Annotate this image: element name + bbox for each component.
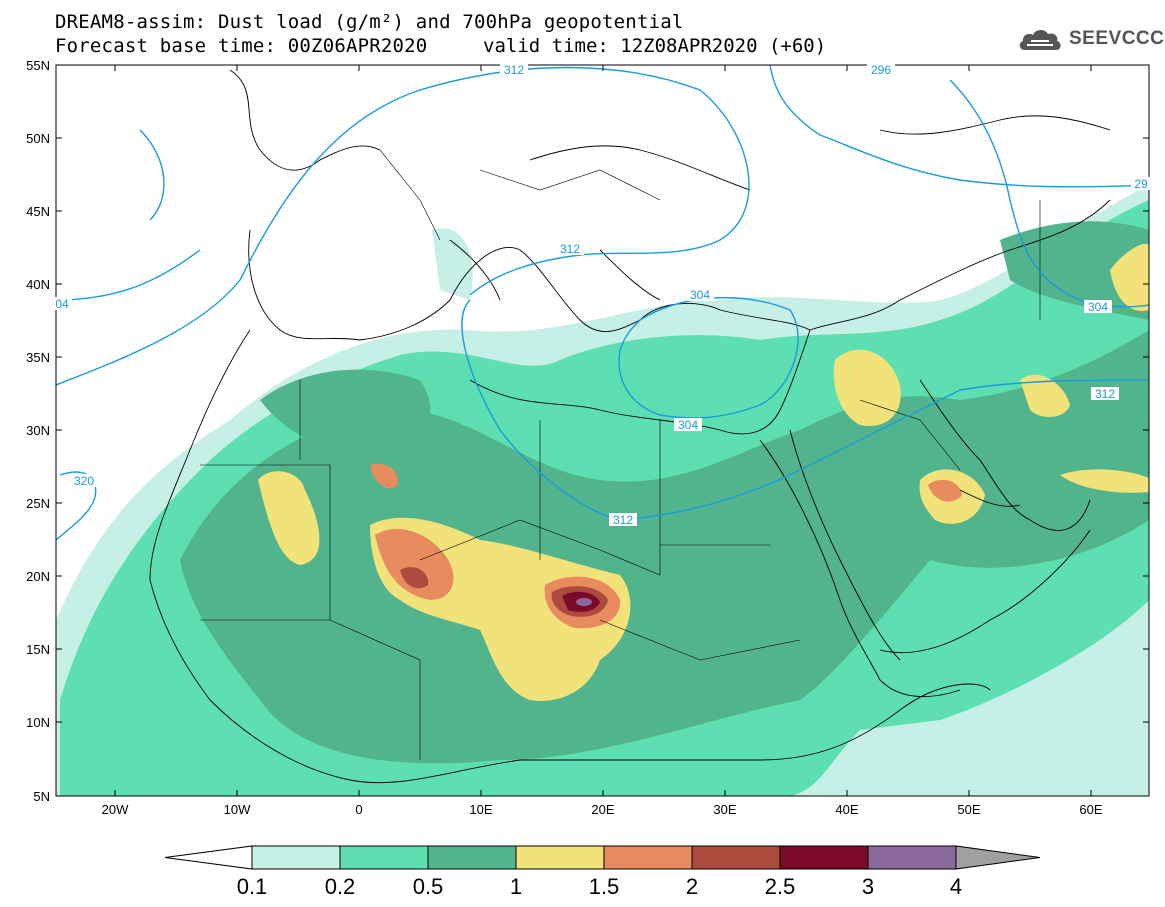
lat-label: 30N (26, 423, 50, 438)
contour-304 (56, 249, 201, 301)
colorbar-segment (251, 845, 341, 870)
contour-label-bg (1131, 177, 1151, 190)
contour-label-bg (70, 474, 98, 487)
contour-label-bg (867, 63, 895, 76)
lon-label: 20E (591, 802, 614, 817)
colorbar: 0.1 0.2 0.5 1 1.5 2 2.5 3 4 (164, 845, 1041, 899)
colorbar-label: 2.5 (765, 874, 796, 899)
contour-small-west (139, 129, 165, 221)
contour-label: 304 (690, 288, 710, 302)
contour-label: 312 (504, 63, 524, 77)
dust-band-yellow-east (1060, 469, 1149, 493)
contour-304-med (618, 297, 799, 419)
contour-label: 312 (560, 242, 580, 256)
colorbar-segment (515, 845, 605, 870)
lat-label: 10N (26, 715, 50, 730)
dust-band-light-med (432, 228, 473, 300)
colorbar-overflow (955, 845, 1041, 870)
contour-label: 296 (871, 63, 891, 77)
lat-label: 25N (26, 496, 50, 511)
colorbar-label: 1 (510, 874, 522, 899)
contour-label-bg (556, 242, 584, 255)
lon-label: 20W (102, 802, 129, 817)
latitude-axis: 55N 50N 45N 40N 35N 30N 25N 20N 15N 10N 5N (26, 58, 1149, 804)
contour-296 (769, 65, 1149, 188)
lon-label: 50E (957, 802, 980, 817)
forecast-base-time: Forecast base time: 00Z06APR2020 (55, 35, 428, 57)
contour-label-bg (1091, 387, 1119, 400)
lat-label: 15N (26, 642, 50, 657)
colorbar-label: 0.2 (325, 874, 356, 899)
lon-label: 0 (355, 802, 362, 817)
colorbar-underflow (164, 845, 253, 870)
colorbar-segment (603, 845, 693, 870)
colorbar-label: 4 (950, 874, 962, 899)
contour-label-bg (609, 513, 637, 526)
contour-label-bg (52, 297, 72, 310)
dust-band-yellow-iran (1020, 374, 1070, 417)
contour-label-bg (1084, 300, 1112, 313)
colorbar-label: 2 (686, 874, 698, 899)
colorbar-label: 0.5 (413, 874, 444, 899)
lon-label: 10W (224, 802, 251, 817)
colorbar-segment (427, 845, 517, 870)
contour-labels: 296 29 312 304 304 312 304 312 320 312 04 (52, 63, 1151, 527)
lon-label: 60E (1079, 802, 1102, 817)
seevccc-logo: SEEVCCC (1017, 25, 1164, 53)
colorbar-segment (779, 845, 869, 870)
contour-label: 304 (1088, 300, 1108, 314)
lat-label: 5N (33, 789, 50, 804)
lat-label: 55N (26, 58, 50, 73)
colorbar-label: 1.5 (589, 874, 620, 899)
lon-label: 30E (713, 802, 736, 817)
dust-band-yellow-arabia (833, 349, 901, 426)
contour-label-bg (674, 418, 702, 431)
dust-band-orange (375, 528, 454, 600)
coastlines (149, 69, 1111, 784)
dust-band-brown (400, 567, 429, 589)
dust-band-orange-small (370, 463, 399, 489)
dust-band-dark (180, 330, 1149, 764)
valid-time: valid time: 12Z08APR2020 (+60) (483, 35, 827, 57)
cloud-logo-icon (1019, 29, 1061, 50)
borders (200, 149, 1041, 760)
dust-band-dark-west (260, 369, 431, 453)
geopotential-contours (56, 65, 1149, 541)
dust-band-dark-ne (1000, 221, 1149, 320)
colorbar-label: 3 (862, 874, 874, 899)
contour-label: 312 (613, 513, 633, 527)
logo-text: SEEVCCC (1069, 28, 1165, 49)
lon-label: 40E (835, 802, 858, 817)
colorbar-label: 0.1 (237, 874, 268, 899)
lat-label: 40N (26, 277, 50, 292)
contour-label-bg (686, 288, 714, 301)
lat-label: 50N (26, 131, 50, 146)
dust-band-orange-arabia (928, 479, 962, 502)
contour-312-north (56, 66, 750, 386)
contour-label: 29 (1134, 177, 1148, 191)
contour-label-bg (500, 63, 528, 76)
colorbar-segment (867, 845, 957, 870)
colorbar-segment (691, 845, 781, 870)
lat-label: 20N (26, 569, 50, 584)
map-title: DREAM8-assim: Dust load (g/m²) and 700hP… (55, 11, 684, 33)
contour-label: 04 (55, 297, 69, 311)
contour-label: 312 (1095, 387, 1115, 401)
contour-label: 304 (678, 418, 698, 432)
contour-312-south (461, 299, 1149, 521)
colorbar-segment (339, 845, 429, 870)
lon-label: 10E (469, 802, 492, 817)
longitude-axis: 20W 10W 0 10E 20E 30E 40E 50E 60E (102, 65, 1103, 817)
dust-band-purple (576, 598, 592, 606)
lat-label: 45N (26, 204, 50, 219)
dust-field (56, 65, 1149, 796)
contour-label: 320 (74, 474, 94, 488)
lat-label: 35N (26, 350, 50, 365)
dust-band-yellow (258, 471, 320, 565)
dust-band-yellow-ne (1110, 243, 1149, 311)
